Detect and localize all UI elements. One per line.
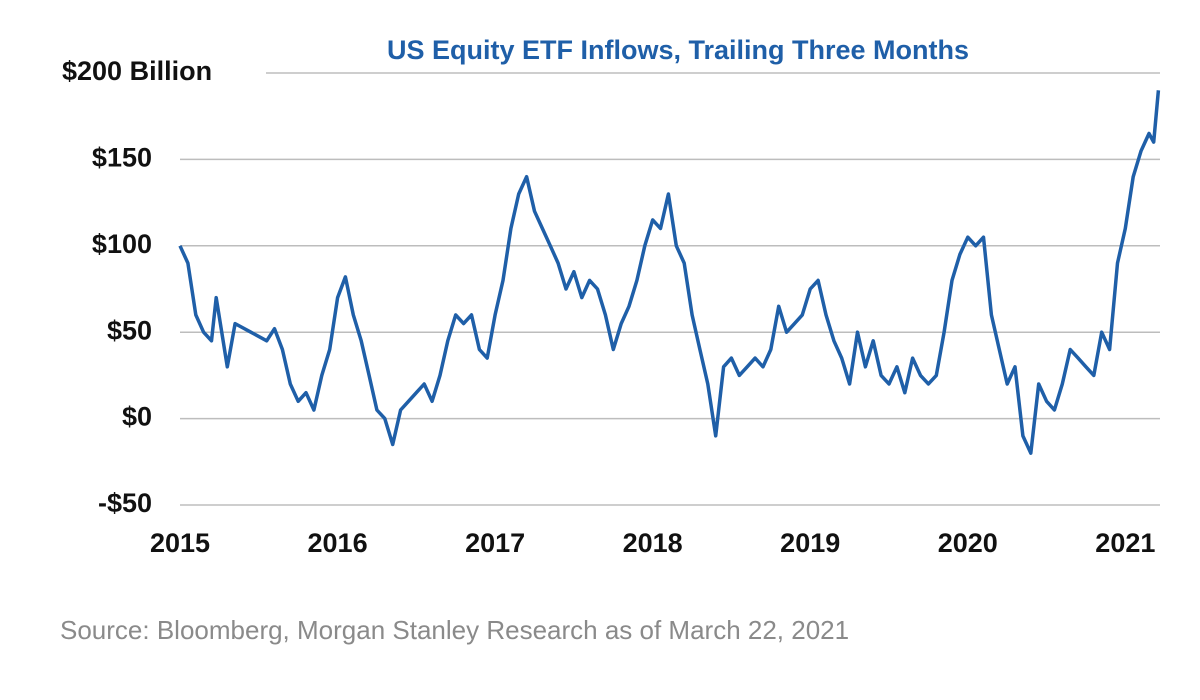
x-tick-label: 2019 [780, 528, 840, 558]
y-tick-label: $0 [122, 402, 152, 432]
x-tick-label: 2018 [623, 528, 683, 558]
y-tick-label: $150 [92, 143, 152, 173]
chart-title: US Equity ETF Inflows, Trailing Three Mo… [387, 35, 969, 65]
y-tick-label: $100 [92, 229, 152, 259]
source-note: Source: Bloomberg, Morgan Stanley Resear… [60, 615, 849, 645]
data-line [178, 90, 1161, 455]
y-tick-label: $50 [107, 315, 152, 345]
x-tick-label: 2016 [308, 528, 368, 558]
x-tick-label: 2021 [1095, 528, 1155, 558]
x-tick-label: 2017 [465, 528, 525, 558]
x-tick-label: 2015 [150, 528, 210, 558]
y-tick-label: -$50 [98, 488, 152, 518]
x-tick-label: 2020 [938, 528, 998, 558]
y-tick-label: $200 Billion [62, 56, 212, 86]
